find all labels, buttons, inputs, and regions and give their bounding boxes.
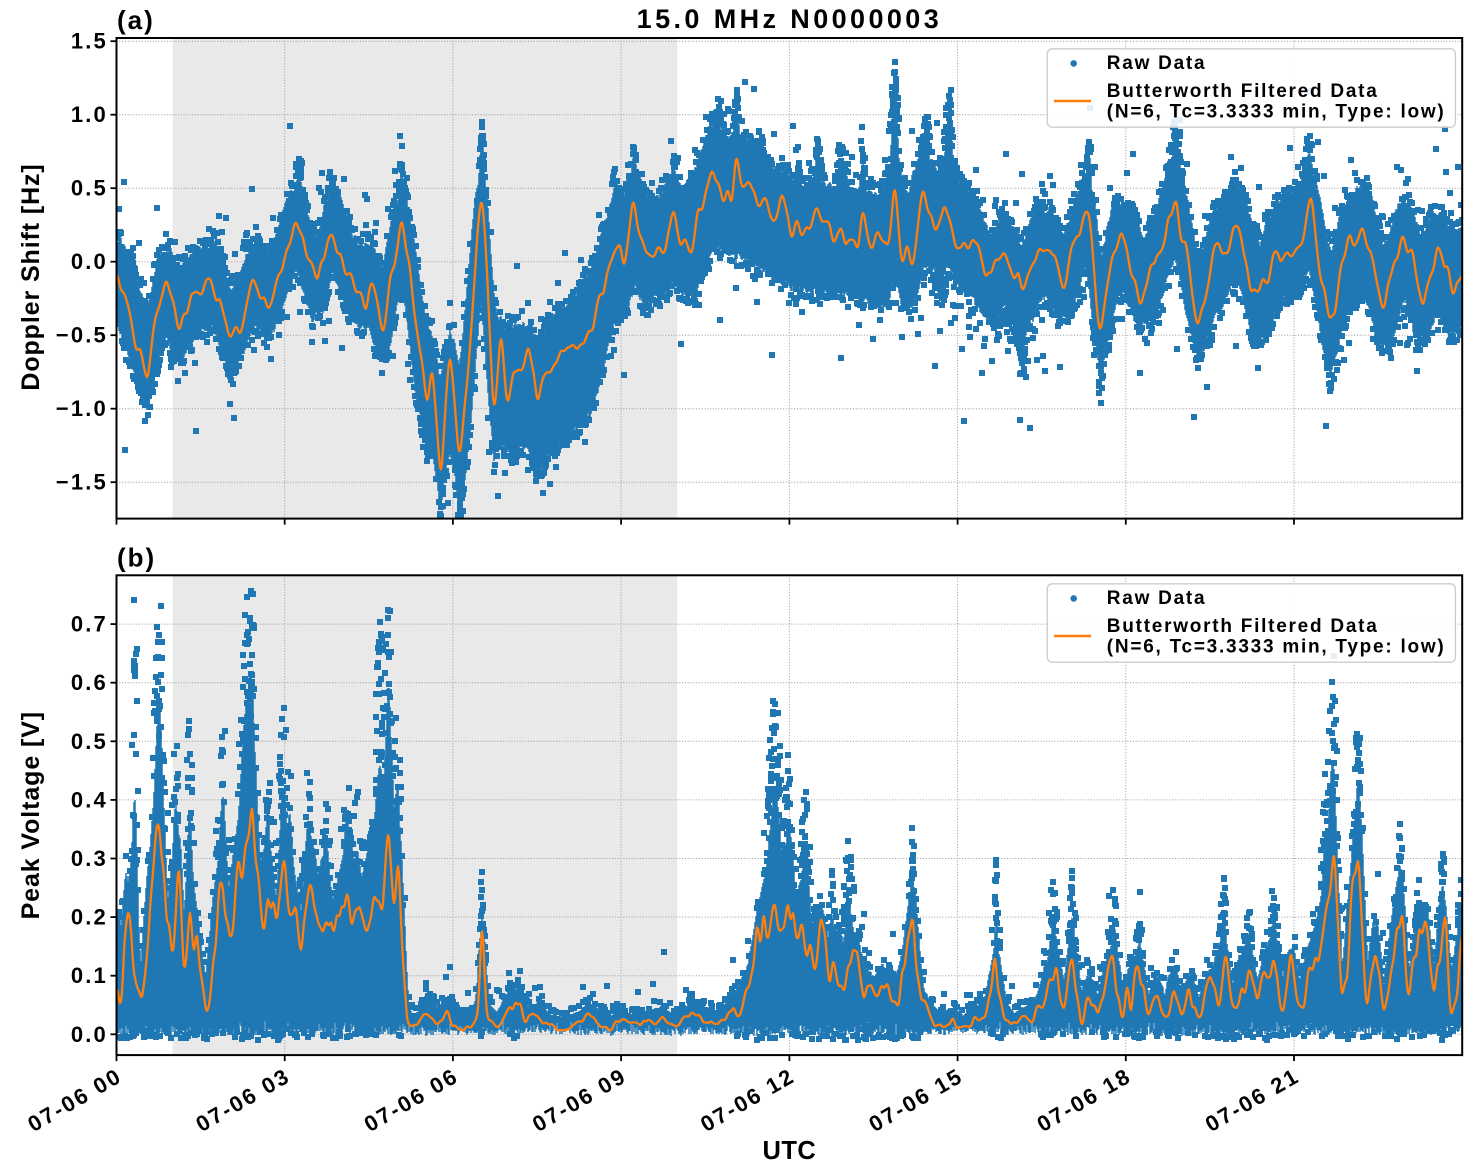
svg-text:15.0 MHz N0000003: 15.0 MHz N0000003	[637, 4, 942, 34]
svg-text:(a): (a)	[117, 5, 155, 35]
svg-text:−1.0: −1.0	[56, 396, 108, 421]
svg-text:0.0: 0.0	[71, 249, 108, 274]
svg-text:0.4: 0.4	[71, 787, 108, 812]
svg-text:0.3: 0.3	[71, 846, 108, 871]
svg-text:0.0: 0.0	[71, 1022, 108, 1047]
svg-text:−1.5: −1.5	[56, 470, 108, 495]
svg-text:0.2: 0.2	[71, 905, 108, 930]
svg-text:Butterworth Filtered Data: Butterworth Filtered Data	[1107, 81, 1379, 102]
svg-text:(b): (b)	[117, 543, 156, 573]
svg-text:(N=6, Tc=3.3333 min, Type: low: (N=6, Tc=3.3333 min, Type: low)	[1107, 102, 1446, 123]
svg-text:−0.5: −0.5	[56, 323, 108, 348]
svg-text:(N=6, Tc=3.3333 min, Type: low: (N=6, Tc=3.3333 min, Type: low)	[1107, 637, 1446, 658]
svg-text:0.7: 0.7	[71, 612, 108, 637]
svg-text:Peak Voltage [V]: Peak Voltage [V]	[17, 711, 45, 919]
svg-text:Doppler Shift [Hz]: Doppler Shift [Hz]	[17, 163, 45, 390]
svg-text:UTC: UTC	[762, 1137, 816, 1165]
svg-text:0.1: 0.1	[71, 963, 108, 988]
svg-text:0.5: 0.5	[71, 176, 108, 201]
svg-text:Raw Data: Raw Data	[1107, 53, 1207, 74]
svg-text:Butterworth Filtered Data: Butterworth Filtered Data	[1107, 616, 1379, 637]
svg-text:0.5: 0.5	[71, 729, 108, 754]
svg-text:1.5: 1.5	[71, 29, 108, 54]
svg-text:0.6: 0.6	[71, 670, 108, 695]
svg-text:1.0: 1.0	[71, 102, 108, 127]
svg-text:Raw Data: Raw Data	[1107, 588, 1207, 609]
